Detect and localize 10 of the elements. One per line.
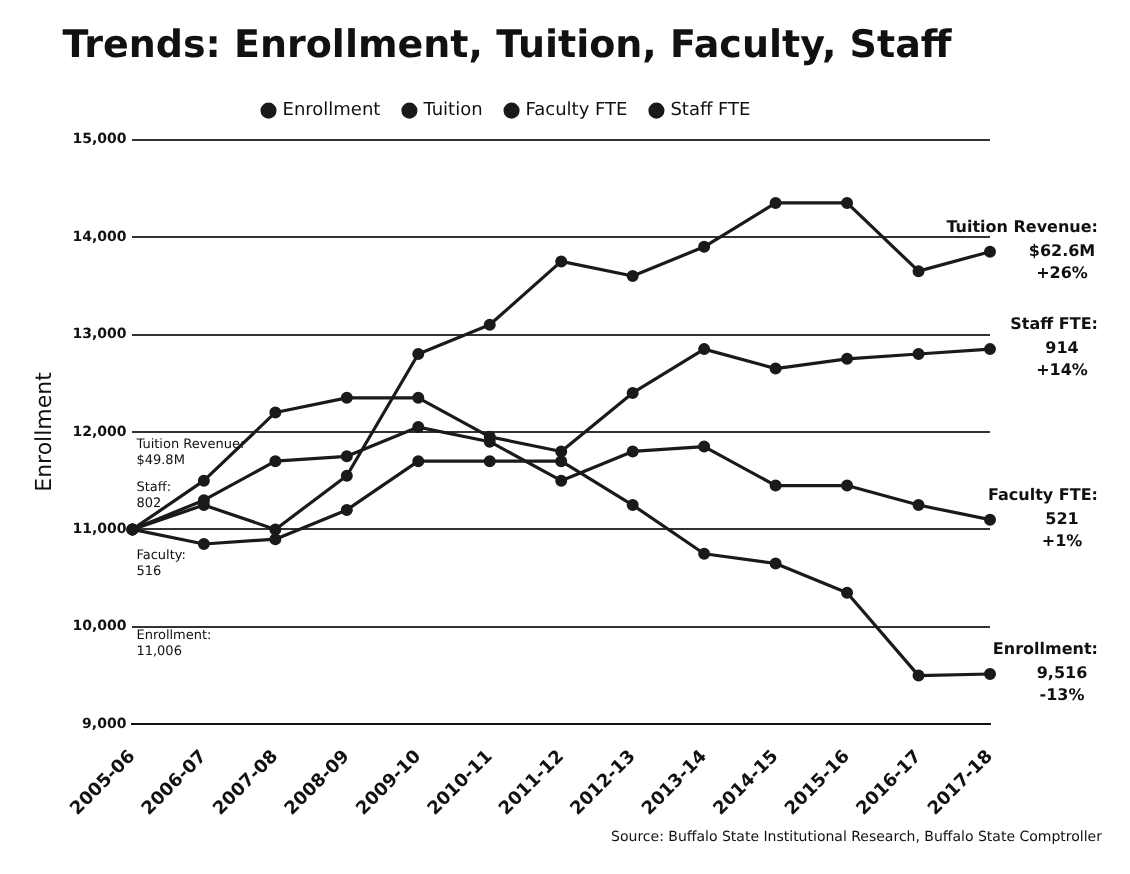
legend-label: Staff FTE	[670, 101, 752, 122]
y-axis-title: Enrollment	[30, 370, 57, 492]
annotation: Staff FTE: 914 +14%	[1010, 315, 1098, 380]
annotation: Tuition Revenue: $62.6M +26%	[946, 217, 1098, 282]
chart-title: Trends: Enrollment, Tuition, Faculty, Staff	[62, 22, 953, 67]
legend-label: Enrollment	[282, 101, 382, 122]
annotation: Enrollment: 9,516 -13%	[992, 640, 1098, 705]
annotation: Faculty FTE: 521 +1%	[988, 485, 1098, 550]
legend-label: Faculty FTE	[525, 101, 629, 122]
legend-label: Tuition	[421, 101, 483, 122]
